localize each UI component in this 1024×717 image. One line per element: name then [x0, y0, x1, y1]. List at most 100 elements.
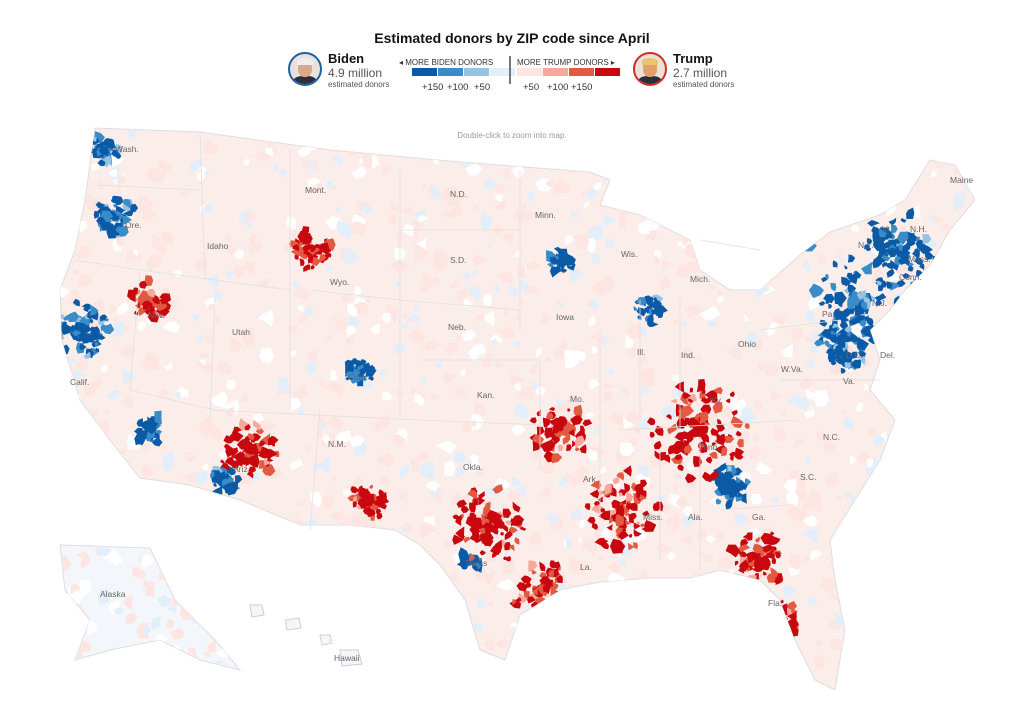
zip-area — [589, 332, 605, 345]
zip-area — [807, 298, 822, 310]
zip-area — [440, 186, 458, 206]
zip-area — [625, 512, 629, 517]
zip-area — [850, 359, 861, 369]
trump-total: 2.7 million — [673, 66, 728, 80]
zip-area — [792, 229, 797, 234]
zip-area — [866, 426, 878, 437]
zip-area — [799, 227, 804, 233]
zip-area — [795, 222, 803, 230]
zip-area — [627, 324, 641, 340]
zip-area — [535, 386, 547, 396]
zip-area — [834, 333, 845, 347]
zip-area — [961, 399, 974, 419]
zip-area — [521, 647, 534, 659]
zip-area — [944, 608, 950, 614]
zip-area — [397, 490, 409, 501]
zip-area — [325, 180, 334, 189]
zip-area — [161, 451, 175, 467]
zip-area — [60, 444, 69, 454]
zip-area — [774, 614, 780, 623]
zip-area — [858, 549, 867, 559]
zip-area — [795, 224, 806, 237]
zip-area — [307, 349, 317, 362]
zip-area — [130, 203, 139, 213]
zip-area — [769, 649, 785, 662]
zip-area — [263, 458, 271, 466]
zip-area — [603, 391, 613, 403]
zip-area — [930, 266, 937, 272]
zip-area — [291, 230, 301, 242]
zip-area — [899, 507, 907, 518]
zip-area — [557, 602, 562, 610]
zip-area — [419, 560, 434, 574]
zip-area — [516, 582, 528, 592]
zip-area — [199, 358, 207, 366]
zip-area — [912, 572, 922, 581]
zip-area — [723, 435, 735, 443]
zip-area — [142, 648, 160, 660]
zip-area — [729, 451, 738, 458]
zip-area — [781, 603, 788, 610]
zip-area — [166, 619, 175, 629]
zip-area — [60, 281, 70, 298]
zip-area — [615, 514, 625, 527]
zip-area — [183, 598, 195, 609]
zip-area — [772, 621, 785, 629]
zip-area — [807, 596, 819, 606]
zip-area — [559, 475, 569, 486]
zip-area — [575, 435, 585, 448]
zip-area — [531, 587, 538, 596]
zip-area — [512, 599, 517, 605]
zip-area — [211, 530, 223, 538]
zip-area — [133, 566, 146, 580]
zip-area — [330, 369, 337, 381]
zip-area — [626, 491, 634, 504]
zip-area — [783, 478, 798, 492]
zip-area — [363, 362, 371, 372]
zip-area — [649, 600, 664, 618]
zip-area — [494, 284, 500, 292]
zip-area — [599, 466, 607, 475]
zip-area — [894, 308, 903, 316]
zip-area — [515, 528, 522, 538]
zip-area — [94, 516, 107, 530]
zip-area — [709, 284, 717, 292]
zip-area — [138, 280, 148, 289]
zip-area — [905, 232, 915, 246]
zip-area — [925, 342, 935, 348]
zip-area — [310, 264, 315, 270]
zip-area — [483, 178, 498, 190]
zip-area — [318, 672, 330, 682]
zip-area — [674, 454, 683, 461]
zip-area — [936, 538, 946, 554]
zip-area — [239, 128, 245, 135]
zip-area — [802, 515, 819, 527]
zip-area — [768, 619, 776, 627]
zip-area — [362, 507, 370, 515]
zip-area — [866, 553, 881, 571]
zip-area — [628, 512, 637, 520]
zip-area — [520, 575, 532, 584]
zip-area — [234, 266, 245, 278]
zip-area — [482, 359, 492, 370]
zip-area — [982, 279, 993, 290]
zip-area — [959, 650, 973, 662]
zip-area — [641, 524, 652, 532]
zip-area — [902, 482, 914, 495]
zip-area — [641, 385, 650, 394]
zip-area — [94, 342, 99, 347]
zip-area — [681, 392, 691, 400]
zip-area — [65, 476, 77, 489]
zip-area — [835, 346, 844, 356]
zip-area — [348, 221, 368, 235]
zip-area — [227, 646, 237, 657]
zip-area — [270, 645, 282, 657]
zip-area — [889, 145, 902, 158]
zip-area — [106, 225, 116, 239]
zip-area — [470, 128, 484, 138]
zip-area — [287, 680, 298, 690]
zip-area — [495, 578, 516, 591]
state-label: Mass. — [908, 254, 931, 264]
zip-area — [922, 668, 936, 679]
